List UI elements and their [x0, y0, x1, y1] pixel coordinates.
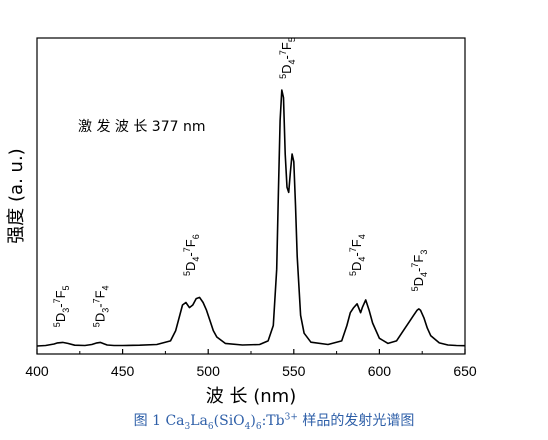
caption-close-subscript: 6: [255, 421, 262, 432]
x-tick-label-400: 400: [25, 363, 49, 379]
x-axis-title: 波 长 (nm): [206, 386, 296, 407]
caption-close: ): [250, 413, 256, 429]
peak-label-1: 5D3-7F5: [52, 285, 71, 327]
caption-la-subscript: 6: [207, 421, 214, 432]
figure-caption: 图 1 Ca3La6(SiO4)6:Tb3+ 样品的发射光谱图: [0, 410, 548, 432]
x-tick-label-650: 650: [453, 363, 477, 379]
caption-prefix: 图 1 Ca: [133, 413, 185, 429]
caption-tb: :Tb: [261, 413, 285, 429]
x-tick-label-450: 450: [111, 363, 135, 379]
x-tick-label-600: 600: [368, 363, 392, 379]
caption-suffix: 样品的发射光谱图: [297, 413, 415, 429]
x-axis-ticks: [36, 349, 466, 354]
caption-sio: (SiO: [213, 413, 245, 429]
excitation-annotation: 激 发 波 长 377 nm: [78, 118, 205, 135]
caption-ca-subscript: 3: [184, 421, 191, 432]
caption-la: La: [190, 413, 208, 429]
peak-label-5: 5D4-7F4: [348, 234, 367, 276]
peak-label-4: 5D4-7F5: [278, 37, 297, 79]
peak-label-3: 5D4-7F6: [182, 234, 201, 276]
peak-labels: 5D3-7F5 5D3-7F4 5D4-7F6 5D4-7F5 5D4-7F4 5D4-7…: [52, 37, 429, 327]
y-axis-title: 强度 (a. u.): [6, 148, 27, 243]
x-axis-tick-labels: 400 450 500 550 600 650: [25, 363, 477, 379]
peak-label-6: 5D4-7F3: [410, 250, 429, 292]
peak-label-2: 5D3-7F4: [91, 285, 110, 327]
caption-o-subscript: 4: [244, 421, 251, 432]
x-tick-label-500: 500: [197, 363, 221, 379]
spectrum-line: [36, 89, 466, 347]
x-tick-label-550: 550: [282, 363, 306, 379]
caption-tb-superscript: 3+: [284, 412, 298, 423]
emission-spectrum-chart: 400 450 500 550 600 650 5D3-7F5 5D3-7F4 5D4-7F6…: [6, 37, 477, 407]
